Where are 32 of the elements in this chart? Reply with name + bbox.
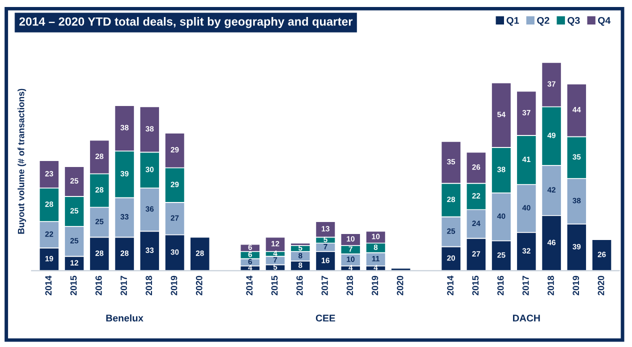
- x-tick-label: 2020: [196, 276, 202, 296]
- x-tick-label: 2019: [170, 276, 178, 296]
- x-tick-label: 2017: [322, 276, 328, 296]
- x-tick-label: 2018: [146, 276, 152, 296]
- x-tick-label: 2017: [522, 276, 529, 296]
- chart-title: 2014 – 2020 YTD total deals, split by geography and quarter: [19, 17, 353, 28]
- bar: [592, 239, 612, 271]
- x-tick-label: 2018: [548, 276, 554, 296]
- x-tick-label: 2014: [45, 276, 52, 296]
- x-tick-label: 2020: [396, 276, 404, 296]
- legend-label: Q4: [598, 17, 611, 26]
- x-tick-label: 2019: [372, 276, 378, 296]
- y-axis-title: Buyout volume (# of transactions): [18, 88, 26, 234]
- x-tick-label: 2014: [447, 276, 454, 296]
- x-tick-label: 2015: [472, 276, 479, 296]
- bar: [190, 236, 210, 271]
- x-tick-label: 2016: [95, 276, 102, 296]
- x-tick-label: 2019: [572, 276, 580, 296]
- x-tick-label: 2018: [346, 276, 354, 296]
- x-tick-label: 2020: [598, 276, 604, 296]
- x-tick-label: 2016: [296, 276, 303, 296]
- x-tick-label: 2016: [497, 276, 504, 296]
- legend-label: Q2: [537, 17, 550, 26]
- legend-label: Q1: [506, 17, 519, 26]
- legend-label: Q3: [568, 17, 580, 26]
- x-tick-label: 2015: [271, 276, 278, 296]
- text: DACH: [513, 314, 540, 322]
- x-tick-label: 2014: [246, 276, 253, 296]
- x-tick-label: 2017: [120, 276, 127, 296]
- x-tick-label: 2015: [70, 276, 77, 296]
- text: CEE: [316, 314, 336, 322]
- text: Benelux: [106, 314, 144, 322]
